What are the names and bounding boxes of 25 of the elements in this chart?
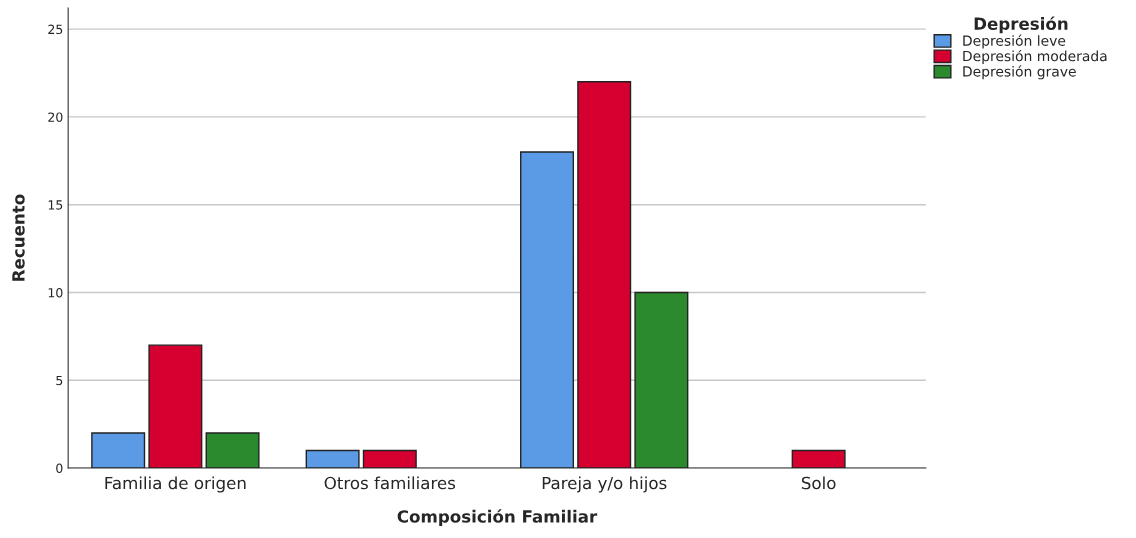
x-axis-title: Composición Familiar <box>397 509 598 526</box>
x-tick-label: Familia de origen <box>105 476 246 493</box>
legend-label: Depresión grave <box>963 65 1076 80</box>
bar <box>520 151 575 469</box>
bar <box>791 449 846 469</box>
bar <box>634 291 689 469</box>
bar <box>577 81 632 469</box>
y-tick-label: 0 <box>56 463 63 473</box>
x-tick-label: Solo <box>801 476 836 490</box>
bar <box>91 432 146 469</box>
legend-title: Depresión <box>974 16 1068 34</box>
y-axis-title: Recuento <box>12 194 25 281</box>
legend-label: Depresión moderada <box>963 49 1107 64</box>
y-tick-label: 10 <box>48 287 63 298</box>
y-tick-label: 20 <box>48 112 63 122</box>
legend-label: Depresión leve <box>963 34 1066 49</box>
y-tick-label: 25 <box>48 24 63 35</box>
x-tick-label: Otros familiares <box>324 476 456 490</box>
bar <box>205 432 260 469</box>
y-tick-label: 15 <box>48 200 63 210</box>
bar <box>148 344 203 469</box>
bar <box>362 449 417 469</box>
y-tick-label: 5 <box>56 375 63 386</box>
x-tick-label: Pareja y/o hijos <box>542 476 667 493</box>
bar <box>305 449 360 469</box>
